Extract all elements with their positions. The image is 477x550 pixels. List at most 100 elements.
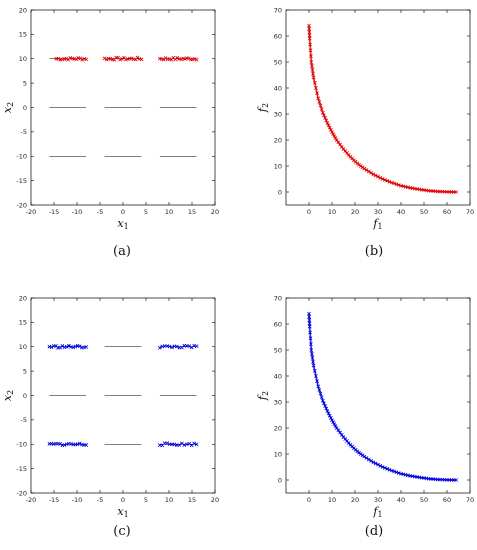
solution-marker [179,441,184,446]
pareto-point [308,42,312,47]
y-tick-label: 20 [274,424,282,432]
panel-caption: (d) [365,524,383,539]
x-tick-label: 0 [121,208,125,216]
solution-marker [66,343,71,348]
x-tick-label: 50 [420,208,428,216]
solution-marker [183,57,187,61]
pareto-point [308,330,312,335]
x-tick-label: 0 [307,208,311,216]
pareto-point [323,116,327,120]
solution-marker [129,56,134,61]
pareto-point [310,67,315,72]
x-tick-label: -20 [26,208,37,216]
panel-caption: (b) [365,244,383,259]
x-tick-label: 0 [307,496,311,504]
y-tick-label: 0 [23,104,27,112]
pareto-point [332,422,337,426]
x-tick-label: 50 [420,496,428,504]
y-axis-label: f2 [256,391,270,401]
solution-marker [84,57,89,62]
pareto-point [322,113,326,118]
solution-marker [64,56,69,61]
x-tick-label: 20 [351,208,359,216]
solution-marker [62,443,67,447]
solution-marker [64,442,69,447]
pareto-point [322,401,326,406]
solution-marker [60,344,65,348]
pareto-point [320,110,325,115]
solution-marker [84,443,89,447]
pareto-point [364,456,369,460]
x-tick-label: -10 [72,496,83,504]
y-axis-label-subscript: 2 [261,103,270,108]
y-tick-label: 60 [274,32,282,40]
x-axis-label: f1 [372,217,382,231]
solution-marker [163,56,168,60]
pareto-point [383,178,387,182]
y-tick-label: 10 [274,162,282,170]
pareto-point [378,463,383,468]
solution-marker [157,345,162,350]
x-tick-label: 5 [144,208,148,216]
x-tick-label: 5 [144,496,148,504]
pareto-point [315,91,319,96]
pareto-point [394,182,399,187]
pareto-point [369,459,373,463]
solution-marker [175,344,179,349]
solution-marker [186,56,191,61]
x-tick-label: 10 [328,496,336,504]
y-axis-label: x2 [1,390,15,401]
pareto-point [396,183,401,187]
x-tick-label: 10 [165,496,173,504]
y-tick-label: 30 [274,398,282,406]
pareto-point [327,413,332,418]
y-tick-label: -5 [21,416,27,424]
pareto-point [385,466,390,471]
x-tick-label: 40 [397,496,405,504]
solution-marker [120,57,124,61]
pareto-point [311,359,315,364]
x-tick-label: 30 [374,496,382,504]
solution-marker [80,57,85,62]
solution-marker [71,345,76,350]
solution-marker [187,344,192,349]
pareto-point [333,136,338,140]
solution-marker [58,441,63,446]
pareto-point [309,348,314,352]
x-tick-label: 10 [165,208,173,216]
pareto-point [309,54,313,59]
pareto-point [387,467,392,472]
pareto-point [373,173,378,178]
pareto-point [328,416,333,420]
pareto-point [323,404,327,408]
pareto-point [320,398,325,403]
pareto-point [389,180,394,185]
x-axis-label-subscript: 1 [377,222,382,231]
y-tick-label: 40 [274,372,282,380]
x-tick-label: -5 [97,208,103,216]
x-tick-label: 20 [211,208,219,216]
solution-marker [194,344,199,349]
y-tick-label: -15 [16,465,27,473]
solution-marker [165,441,170,446]
solution-marker [192,56,197,61]
pareto-point [312,368,317,373]
pareto-point [326,411,331,416]
y-axis-label-subscript: 2 [6,102,15,107]
solution-marker [135,55,140,60]
plot-frame [285,297,471,494]
panel-caption: (c) [113,524,130,539]
solution-marker [49,345,54,350]
solution-marker [189,345,194,350]
solution-marker [104,57,109,62]
pareto-point [307,26,312,31]
pareto-point [311,75,316,80]
pareto-point [389,468,394,473]
pareto-point [312,80,317,85]
pareto-point [318,391,323,396]
y-tick-label: 20 [19,294,27,302]
pareto-point [307,314,312,319]
pareto-point [378,175,383,180]
x-tick-label: 10 [328,208,336,216]
pareto-point [371,172,376,177]
